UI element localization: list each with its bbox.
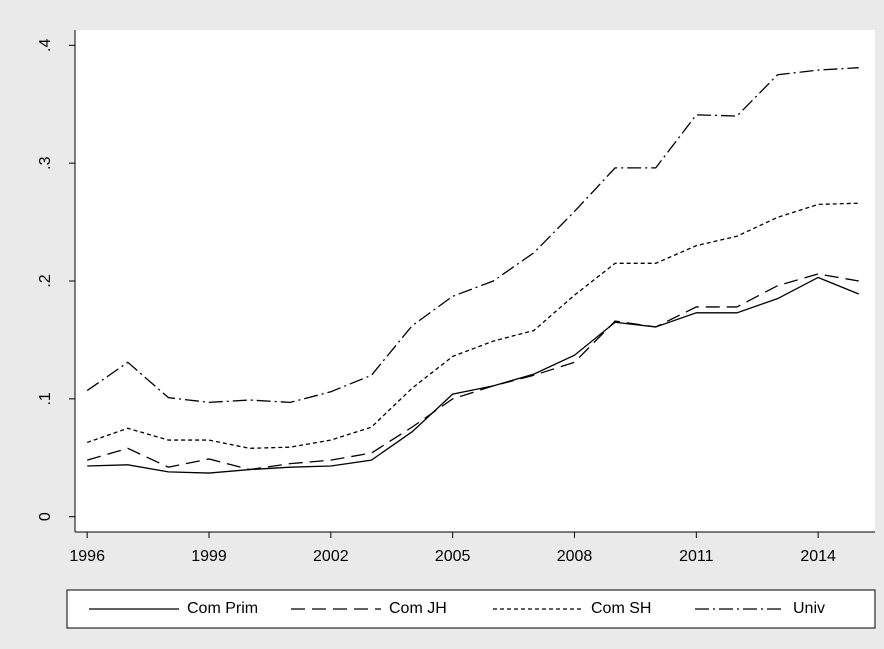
x-tick-label: 2005 (435, 548, 471, 565)
legend-label: Univ (793, 600, 825, 617)
x-tick-label: 2014 (800, 548, 836, 565)
y-tick-label: .3 (37, 156, 54, 169)
y-tick-label: 0 (37, 512, 54, 521)
x-tick-label: 2008 (557, 548, 593, 565)
x-tick-label: 1999 (191, 548, 227, 565)
legend-label: Com JH (389, 600, 447, 617)
y-tick-label: .1 (37, 392, 54, 405)
legend-box (66, 589, 876, 629)
legend-label: Com SH (591, 600, 651, 617)
x-tick-label: 2002 (313, 548, 349, 565)
y-tick-label: .4 (37, 39, 54, 52)
x-tick-label: 1996 (69, 548, 105, 565)
series-line (87, 276, 860, 474)
series-line (86, 67, 859, 404)
series-line (86, 202, 859, 449)
legend-label: Com Prim (187, 600, 258, 617)
x-tick-label: 2011 (679, 548, 714, 565)
plot-area (75, 30, 875, 532)
y-tick-label: .2 (37, 274, 54, 287)
series-line (87, 273, 859, 471)
